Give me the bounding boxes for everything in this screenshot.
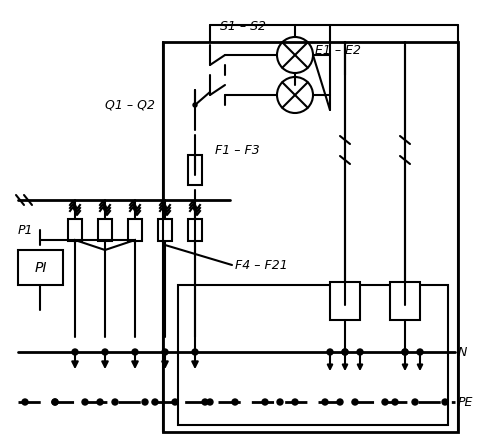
Bar <box>188 219 202 241</box>
Circle shape <box>402 349 408 355</box>
Bar <box>68 219 82 241</box>
Circle shape <box>52 399 58 405</box>
Text: F1 – F3: F1 – F3 <box>215 143 260 157</box>
Circle shape <box>22 399 28 405</box>
Circle shape <box>232 399 238 405</box>
Circle shape <box>97 399 103 405</box>
Circle shape <box>357 349 363 355</box>
Bar <box>188 155 202 185</box>
Text: E1 – E2: E1 – E2 <box>315 44 361 56</box>
Circle shape <box>412 399 418 405</box>
Circle shape <box>202 399 208 405</box>
Circle shape <box>82 399 88 405</box>
Text: S1 – S2: S1 – S2 <box>220 20 266 33</box>
Circle shape <box>417 349 423 355</box>
Circle shape <box>207 399 213 405</box>
Circle shape <box>277 399 283 405</box>
Circle shape <box>442 399 448 405</box>
Circle shape <box>352 399 358 405</box>
Bar <box>390 282 420 320</box>
Circle shape <box>327 349 333 355</box>
Circle shape <box>382 399 388 405</box>
Bar <box>330 282 360 320</box>
Circle shape <box>192 349 198 355</box>
Circle shape <box>392 399 398 405</box>
Circle shape <box>402 349 408 355</box>
Circle shape <box>172 399 178 405</box>
Circle shape <box>292 399 298 405</box>
Circle shape <box>112 399 118 405</box>
Bar <box>18 250 63 285</box>
Circle shape <box>342 349 348 355</box>
Text: P1: P1 <box>18 224 34 237</box>
Circle shape <box>162 349 168 355</box>
Circle shape <box>337 399 343 405</box>
Text: N: N <box>458 345 468 359</box>
Circle shape <box>342 349 348 355</box>
Circle shape <box>262 399 268 405</box>
Bar <box>98 219 112 241</box>
Bar <box>128 219 142 241</box>
Circle shape <box>152 399 158 405</box>
Text: PE: PE <box>458 396 473 408</box>
Text: Q1 – Q2: Q1 – Q2 <box>105 99 155 111</box>
Text: F4 – F21: F4 – F21 <box>235 259 288 271</box>
Circle shape <box>142 399 148 405</box>
Circle shape <box>102 349 108 355</box>
Circle shape <box>193 103 197 107</box>
Bar <box>178 285 448 425</box>
Circle shape <box>72 349 78 355</box>
Circle shape <box>132 349 138 355</box>
Circle shape <box>322 399 328 405</box>
Circle shape <box>52 399 58 405</box>
Bar <box>158 219 172 241</box>
Text: PI: PI <box>34 260 47 275</box>
Bar <box>163 42 458 432</box>
